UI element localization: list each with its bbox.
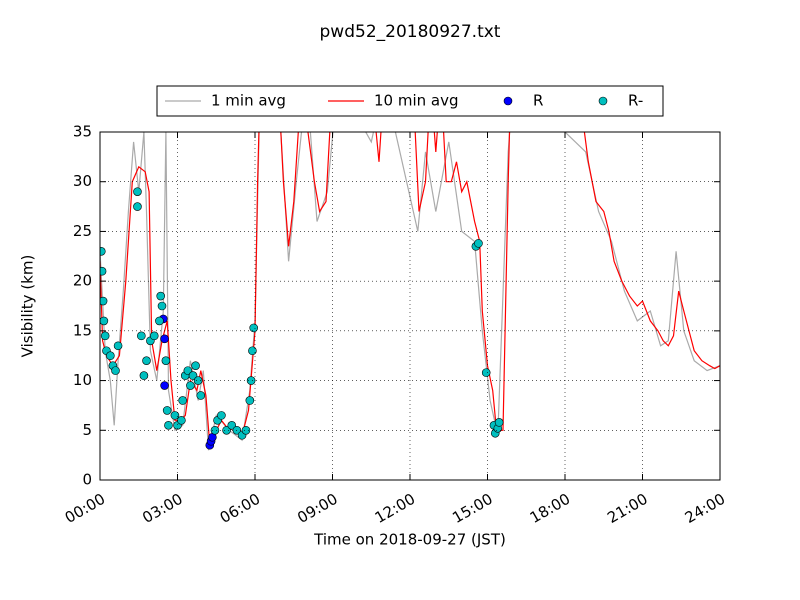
point <box>156 291 166 301</box>
point <box>100 296 108 306</box>
point <box>111 366 120 375</box>
point <box>249 323 259 333</box>
chart-title: pwd52_20180927.txt <box>320 22 501 42</box>
point <box>193 376 203 385</box>
y-tick-label: 5 <box>82 421 92 439</box>
legend-box <box>156 85 664 117</box>
point <box>227 421 237 430</box>
point <box>248 346 257 356</box>
point <box>217 411 226 420</box>
y-tick-label: 30 <box>73 172 92 190</box>
point <box>113 341 123 351</box>
point <box>245 396 255 405</box>
point <box>222 425 231 435</box>
point <box>210 425 220 435</box>
point <box>241 425 251 435</box>
point <box>178 396 187 405</box>
point <box>474 239 483 248</box>
point <box>177 416 186 425</box>
legend-label: 10 min avg <box>374 92 459 110</box>
point <box>162 406 172 415</box>
point <box>164 421 173 430</box>
y-tick-label: 15 <box>73 321 92 339</box>
point <box>161 356 171 365</box>
point <box>170 411 180 420</box>
point <box>160 381 169 390</box>
point <box>191 361 200 370</box>
point <box>100 266 107 276</box>
y-tick-label: 0 <box>82 471 92 489</box>
y-tick-label: 20 <box>73 272 92 290</box>
point <box>157 301 167 311</box>
plot-frame <box>99 131 721 481</box>
legend-marker <box>598 96 608 106</box>
point <box>196 391 206 400</box>
legend-marker <box>503 96 513 106</box>
point <box>149 331 159 341</box>
point <box>142 356 151 365</box>
plot-area <box>100 132 720 451</box>
point <box>139 371 149 380</box>
line-series <box>100 132 720 446</box>
point <box>100 316 109 326</box>
point <box>481 368 491 377</box>
point <box>133 202 142 211</box>
point <box>106 351 115 361</box>
point <box>183 366 193 375</box>
point <box>494 418 504 427</box>
point <box>186 381 195 390</box>
point <box>188 371 198 380</box>
point <box>137 331 146 341</box>
y-axis-label: Visibility (km) <box>19 255 37 358</box>
point <box>155 316 164 326</box>
point <box>133 187 142 196</box>
legend-label: R- <box>628 92 643 110</box>
point <box>100 247 106 256</box>
legend-label: R <box>533 92 543 110</box>
y-tick-label: 25 <box>73 222 92 240</box>
x-axis-label: Time on 2018-09-27 (JST) <box>313 531 506 549</box>
y-tick-label: 10 <box>73 371 92 389</box>
point <box>100 331 110 341</box>
y-tick-label: 35 <box>73 123 92 141</box>
point <box>160 334 169 344</box>
legend-label: 1 min avg <box>211 92 286 110</box>
